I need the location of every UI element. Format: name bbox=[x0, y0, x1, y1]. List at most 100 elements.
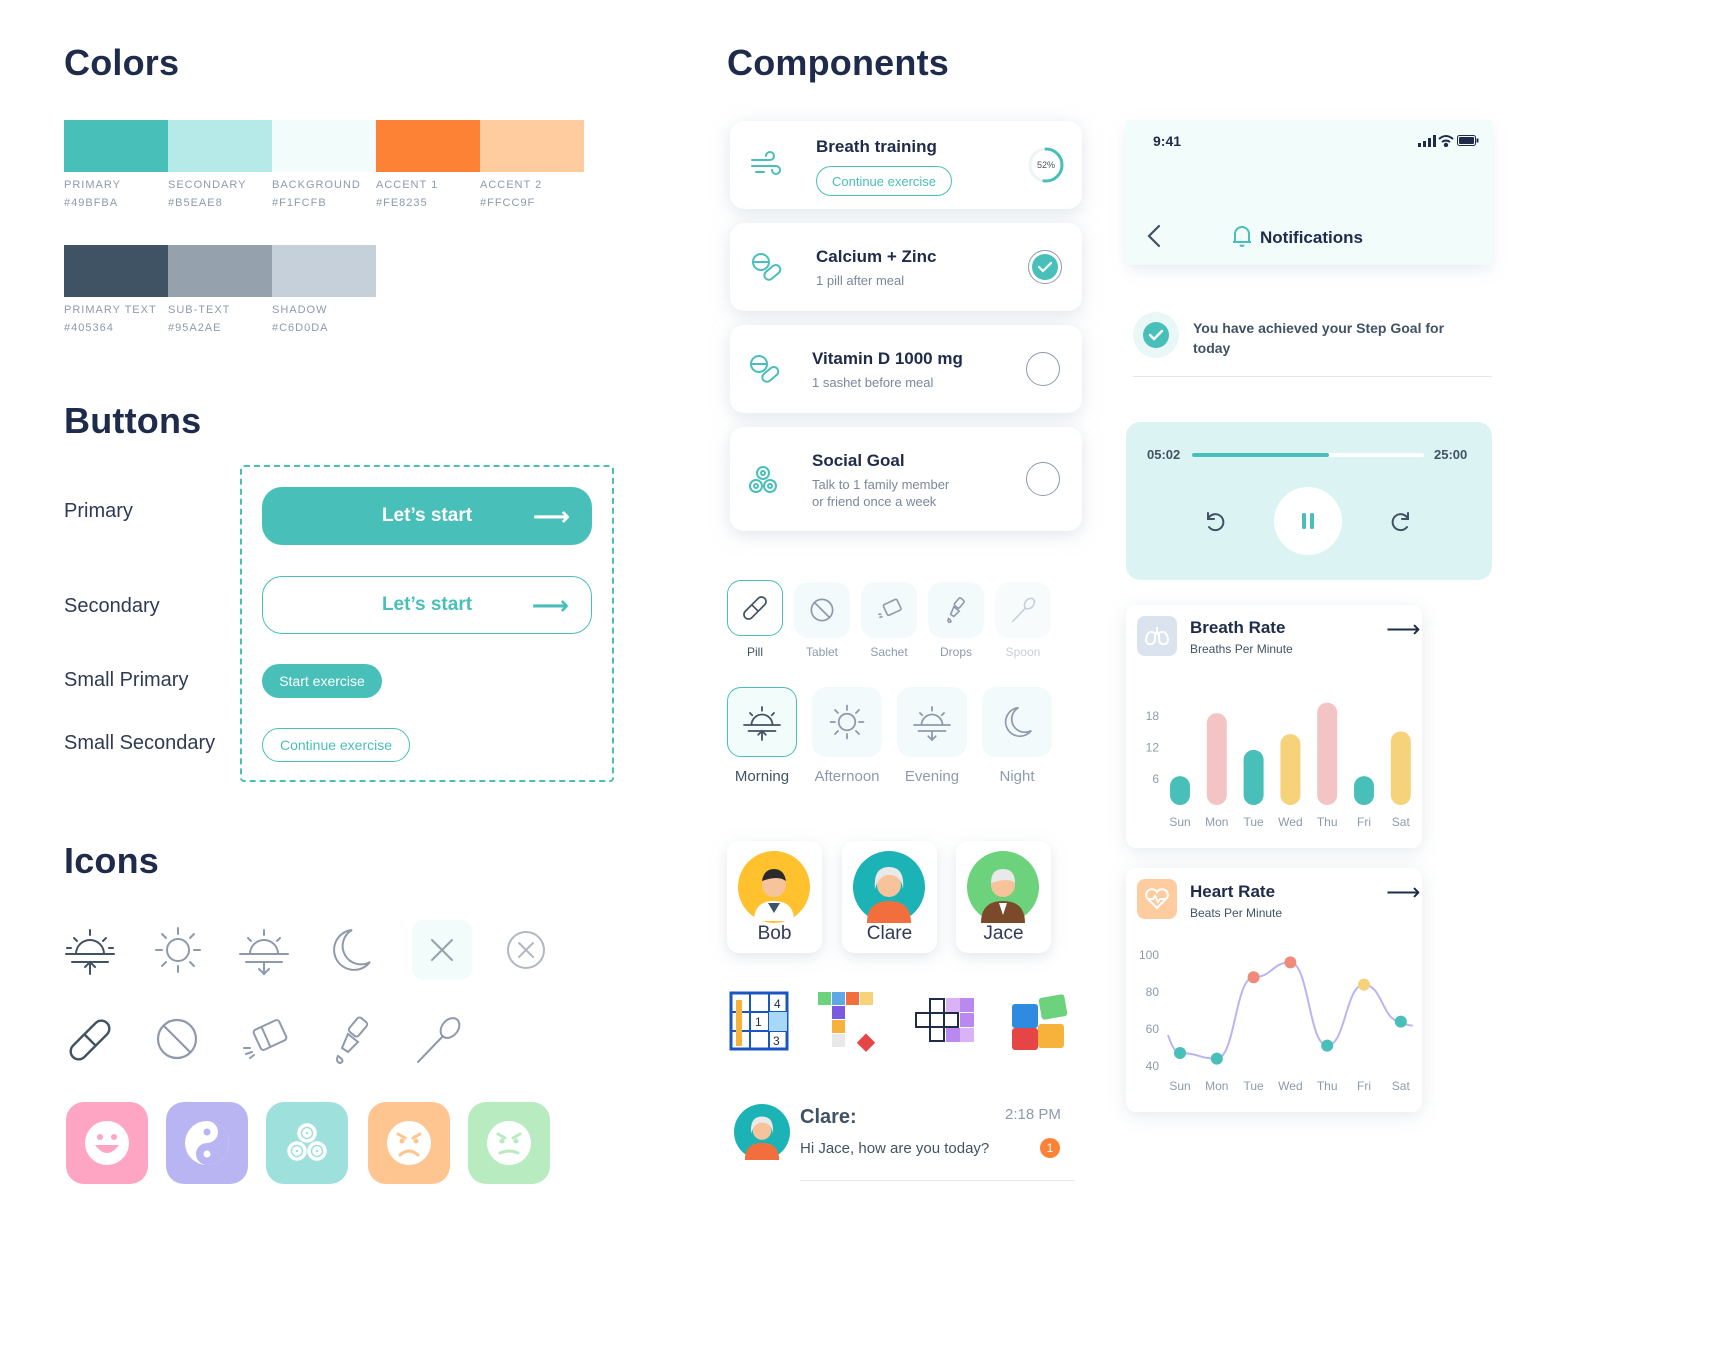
chart-subtitle: Beats Per Minute bbox=[1190, 906, 1283, 920]
bar bbox=[1354, 776, 1374, 805]
small-primary-label: Small Primary bbox=[64, 669, 189, 691]
checked-checkbox[interactable] bbox=[1028, 250, 1062, 284]
card-subtitle: 1 pill after meal bbox=[816, 273, 905, 288]
med-type-label: Drops bbox=[939, 645, 972, 659]
swatch-label: SUB-TEXT #95A2AE bbox=[168, 304, 231, 334]
yin-yang-icon[interactable] bbox=[166, 1102, 248, 1184]
elapsed-time: 05:02 bbox=[1147, 447, 1181, 462]
lets-start-secondary-button[interactable]: Let’s start ⟶ bbox=[262, 576, 592, 634]
vitamin-d-card[interactable]: Vitamin D 1000 mg 1 sashet before meal bbox=[730, 325, 1082, 413]
contact-card-jace[interactable]: Jace bbox=[956, 841, 1051, 953]
x-tick-label: Fri bbox=[1357, 815, 1371, 829]
continue-exercise-button[interactable]: Continue exercise bbox=[262, 728, 410, 762]
time-night[interactable] bbox=[982, 687, 1052, 757]
unchecked-checkbox[interactable] bbox=[1026, 462, 1060, 496]
triskelion-icon[interactable] bbox=[266, 1102, 348, 1184]
x-tick-label: Mon bbox=[1205, 815, 1228, 829]
button-text: Let’s start bbox=[381, 505, 473, 526]
unchecked-checkbox[interactable] bbox=[1026, 352, 1060, 386]
med-type-sachet[interactable] bbox=[861, 582, 917, 638]
swatch-sub-text bbox=[168, 245, 272, 297]
progress-text: 52% bbox=[1037, 160, 1055, 170]
button-text: Let’s start bbox=[381, 594, 473, 615]
check-circle-icon bbox=[1133, 312, 1179, 358]
data-point bbox=[1210, 1052, 1223, 1065]
data-point bbox=[1284, 956, 1297, 969]
y-tick-label: 100 bbox=[1139, 948, 1159, 962]
word-game-icon[interactable] bbox=[816, 990, 882, 1056]
continue-exercise-button[interactable]: Continue exercise bbox=[816, 166, 952, 196]
drops-icon bbox=[336, 1016, 369, 1064]
breath-rate-card[interactable]: Breath Rate Breaths Per Minute ⟶ 18 12 6 Su… bbox=[1126, 605, 1422, 848]
chat-divider bbox=[800, 1180, 1075, 1181]
crossword-game-icon[interactable] bbox=[912, 992, 978, 1058]
breath-training-card[interactable]: Breath training Continue exercise 52% bbox=[730, 121, 1082, 209]
time-evening[interactable] bbox=[897, 687, 967, 757]
notification-text[interactable]: You have achieved your Step Goal for toda… bbox=[1193, 320, 1445, 356]
puzzle-game-icon[interactable] bbox=[1008, 990, 1074, 1056]
notification-divider bbox=[1133, 376, 1492, 377]
breath-rate-chart: 18 12 6 Sun Mon Tue Wed Thu Fri Sat bbox=[1146, 702, 1411, 829]
rewind-icon[interactable] bbox=[1203, 510, 1227, 534]
contact-card-bob[interactable]: Bob bbox=[727, 841, 822, 953]
x-tick-label: Tue bbox=[1243, 1079, 1264, 1093]
swatch-primary bbox=[64, 120, 168, 172]
arrow-right-icon[interactable]: ⟶ bbox=[1386, 879, 1421, 906]
med-type-tablet[interactable] bbox=[794, 582, 850, 638]
med-type-drops[interactable] bbox=[928, 582, 984, 638]
pause-button[interactable] bbox=[1274, 487, 1342, 555]
calcium-zinc-card[interactable]: Calcium + Zinc 1 pill after meal bbox=[730, 223, 1082, 311]
moon-icon bbox=[333, 929, 371, 971]
contact-card-clare[interactable]: Clare bbox=[842, 841, 937, 953]
heart-rate-chart: 100 80 60 40 Sun Mon Tue Wed Thu Fri Sat bbox=[1139, 948, 1413, 1093]
time-afternoon[interactable] bbox=[812, 687, 882, 757]
bar bbox=[1243, 749, 1264, 805]
lets-start-primary-button[interactable]: Let’s start ⟶ bbox=[262, 487, 592, 545]
forward-icon[interactable] bbox=[1389, 510, 1413, 534]
x-tick-label: Sat bbox=[1392, 815, 1411, 829]
chart-title: Breath Rate bbox=[1190, 618, 1286, 637]
x-tick-label: Wed bbox=[1278, 1079, 1302, 1093]
y-tick-label: 12 bbox=[1146, 740, 1160, 754]
heart-rate-card[interactable]: Heart Rate Beats Per Minute ⟶ 100 80 60 40 S… bbox=[1126, 868, 1422, 1112]
page-title: Notifications bbox=[1260, 228, 1363, 247]
happy-mood-icon[interactable] bbox=[66, 1102, 148, 1184]
chat-message[interactable]: Hi Jace, how are you today? bbox=[800, 1140, 990, 1157]
spoon-icon bbox=[417, 1017, 461, 1063]
med-type-label: Tablet bbox=[805, 645, 839, 659]
contact-name: Clare bbox=[866, 923, 913, 944]
avatar bbox=[967, 851, 1039, 923]
arrow-right-icon[interactable]: ⟶ bbox=[1386, 616, 1421, 643]
close-circle-icon[interactable] bbox=[504, 928, 548, 972]
close-tile[interactable] bbox=[412, 920, 472, 980]
swatch-secondary bbox=[168, 120, 272, 172]
social-goal-card[interactable]: Social Goal Talk to 1 family member or f… bbox=[730, 427, 1082, 531]
progress-track[interactable] bbox=[1192, 453, 1424, 457]
y-tick-label: 80 bbox=[1146, 985, 1160, 999]
moon-icon bbox=[1004, 706, 1032, 738]
lungs-icon bbox=[1137, 616, 1177, 656]
back-chevron-icon[interactable] bbox=[1146, 224, 1162, 248]
contact-name: Jace bbox=[983, 923, 1024, 944]
close-icon bbox=[431, 939, 453, 961]
start-exercise-button[interactable]: Start exercise bbox=[262, 664, 382, 698]
sun-icon bbox=[829, 704, 865, 740]
pills-icon bbox=[752, 253, 782, 281]
sudoku-game-icon[interactable]: 413 bbox=[728, 990, 792, 1054]
med-type-spoon[interactable] bbox=[995, 582, 1051, 638]
sachet-icon bbox=[243, 1019, 288, 1059]
med-type-pill[interactable] bbox=[727, 580, 783, 636]
sad-mood-icon[interactable] bbox=[368, 1102, 450, 1184]
tablet-icon bbox=[156, 1018, 198, 1060]
swatch-label: SHADOW #C6D0DA bbox=[272, 304, 329, 334]
x-tick-label: Sun bbox=[1169, 1079, 1190, 1093]
bar bbox=[1170, 776, 1190, 805]
y-tick-label: 60 bbox=[1146, 1022, 1160, 1036]
angry-mood-icon[interactable] bbox=[468, 1102, 550, 1184]
time-morning[interactable] bbox=[727, 687, 797, 757]
signal-icon bbox=[1418, 135, 1436, 147]
swatch-background bbox=[272, 120, 376, 172]
icons-heading: Icons bbox=[64, 840, 160, 881]
small-secondary-label: Small Secondary bbox=[64, 732, 216, 754]
avatar bbox=[738, 851, 810, 923]
